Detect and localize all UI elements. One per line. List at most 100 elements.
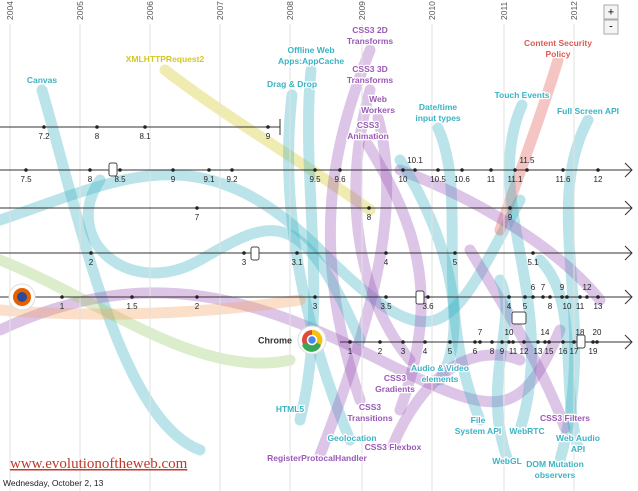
version-dot (401, 340, 405, 344)
version-label: 7 (195, 213, 200, 222)
feature-labels: Canvas XMLHTTPRequest2 Offline WebApps:App… (26, 24, 621, 482)
zoom-in[interactable] (603, 4, 619, 20)
version-dot (207, 168, 211, 172)
version-label: 5.1 (527, 258, 539, 267)
version-label: 3.5 (380, 302, 392, 311)
version-label: 11 (487, 175, 496, 184)
device-icon (108, 162, 118, 177)
firefox-icon (8, 283, 36, 311)
version-label: 3.6 (422, 302, 434, 311)
feature-label: Date/time (419, 102, 458, 112)
version-label: 10.5 (430, 175, 446, 184)
version-label: 16 (559, 347, 568, 356)
version-label: 5 (448, 347, 453, 356)
version-dot (195, 206, 199, 210)
version-label: 12 (594, 175, 603, 184)
version-dot (531, 295, 535, 299)
site-url[interactable]: www.evolutionoftheweb.com (10, 456, 188, 472)
version-dot (313, 168, 317, 172)
feature-label: elements (422, 374, 459, 384)
ribbon (362, 139, 427, 416)
device-icon (415, 290, 425, 305)
ribbon (0, 169, 526, 328)
version-label: 8 (88, 175, 93, 184)
feature-label: CSS3 (357, 120, 379, 130)
version-label: 9 (266, 132, 271, 141)
version-dot (436, 168, 440, 172)
version-dot (596, 295, 600, 299)
version-dot (24, 168, 28, 172)
version-dot (478, 340, 482, 344)
version-dot (507, 340, 511, 344)
feature-label: input types (415, 113, 461, 123)
device-icon (576, 334, 586, 349)
version-dot (500, 340, 504, 344)
version-label: 8.1 (139, 132, 151, 141)
year-label: 2007 (215, 1, 225, 20)
device-icon (250, 246, 260, 261)
feature-label: Policy (545, 49, 570, 59)
version-dot (547, 340, 551, 344)
version-label: 20 (593, 328, 602, 337)
version-label: 9 (171, 175, 176, 184)
version-dot (525, 168, 529, 172)
version-dot (384, 295, 388, 299)
track-arrow (624, 334, 633, 350)
year-label: 2005 (75, 1, 85, 20)
version-label: 12 (520, 347, 529, 356)
feature-label: Canvas (27, 75, 58, 85)
feature-label: Gradients (375, 384, 415, 394)
version-dot (541, 295, 545, 299)
version-label: 8 (367, 213, 372, 222)
year-grid: 2004 2005 2006 2007 2008 2009 2010 2011 2012 (5, 1, 579, 491)
version-dot (230, 168, 234, 172)
feature-label: observers (535, 470, 576, 480)
ribbon (394, 154, 460, 386)
version-dot (60, 295, 64, 299)
feature-label: Transforms (347, 75, 394, 85)
version-label: 3 (401, 347, 406, 356)
version-label: 8 (490, 347, 495, 356)
version-label: 9.5 (309, 175, 321, 184)
version-label: 9 (500, 347, 505, 356)
version-dot (89, 251, 93, 255)
version-dot (460, 168, 464, 172)
chrome-icon (297, 325, 327, 355)
version-dot (453, 251, 457, 255)
feature-label: CSS3 Filters (540, 413, 590, 423)
version-label: 19 (589, 347, 598, 356)
version-label: 13 (594, 302, 603, 311)
version-label: 5 (523, 302, 528, 311)
ribbons (0, 44, 606, 466)
zoom-in-label[interactable]: + (608, 6, 614, 18)
version-label: 15 (545, 347, 554, 356)
ribbon (36, 84, 206, 456)
version-dot (473, 340, 477, 344)
version-dot (195, 295, 199, 299)
version-dot (88, 168, 92, 172)
version-label: 17 (570, 347, 579, 356)
version-dot (423, 340, 427, 344)
version-label: 8.5 (114, 175, 126, 184)
feature-label: CSS3 (384, 373, 406, 383)
feature-label: Touch Events (494, 90, 549, 100)
version-label: 5 (453, 258, 458, 267)
version-dot (171, 168, 175, 172)
year-label: 2006 (145, 1, 155, 20)
feature-label: Web (369, 94, 387, 104)
version-label: 10.1 (407, 156, 423, 165)
version-label: 8 (95, 132, 100, 141)
version-label: 1 (348, 347, 353, 356)
zoom-out[interactable] (603, 19, 619, 35)
version-label: 2 (378, 347, 383, 356)
feature-label: Animation (347, 131, 389, 141)
zoom-out-label[interactable]: - (609, 20, 613, 32)
year-label: 2008 (285, 1, 295, 20)
version-dot (118, 168, 122, 172)
ribbon (494, 54, 564, 236)
version-dot (95, 125, 99, 129)
version-dot (42, 125, 46, 129)
version-dot (448, 340, 452, 344)
version-dot (384, 251, 388, 255)
